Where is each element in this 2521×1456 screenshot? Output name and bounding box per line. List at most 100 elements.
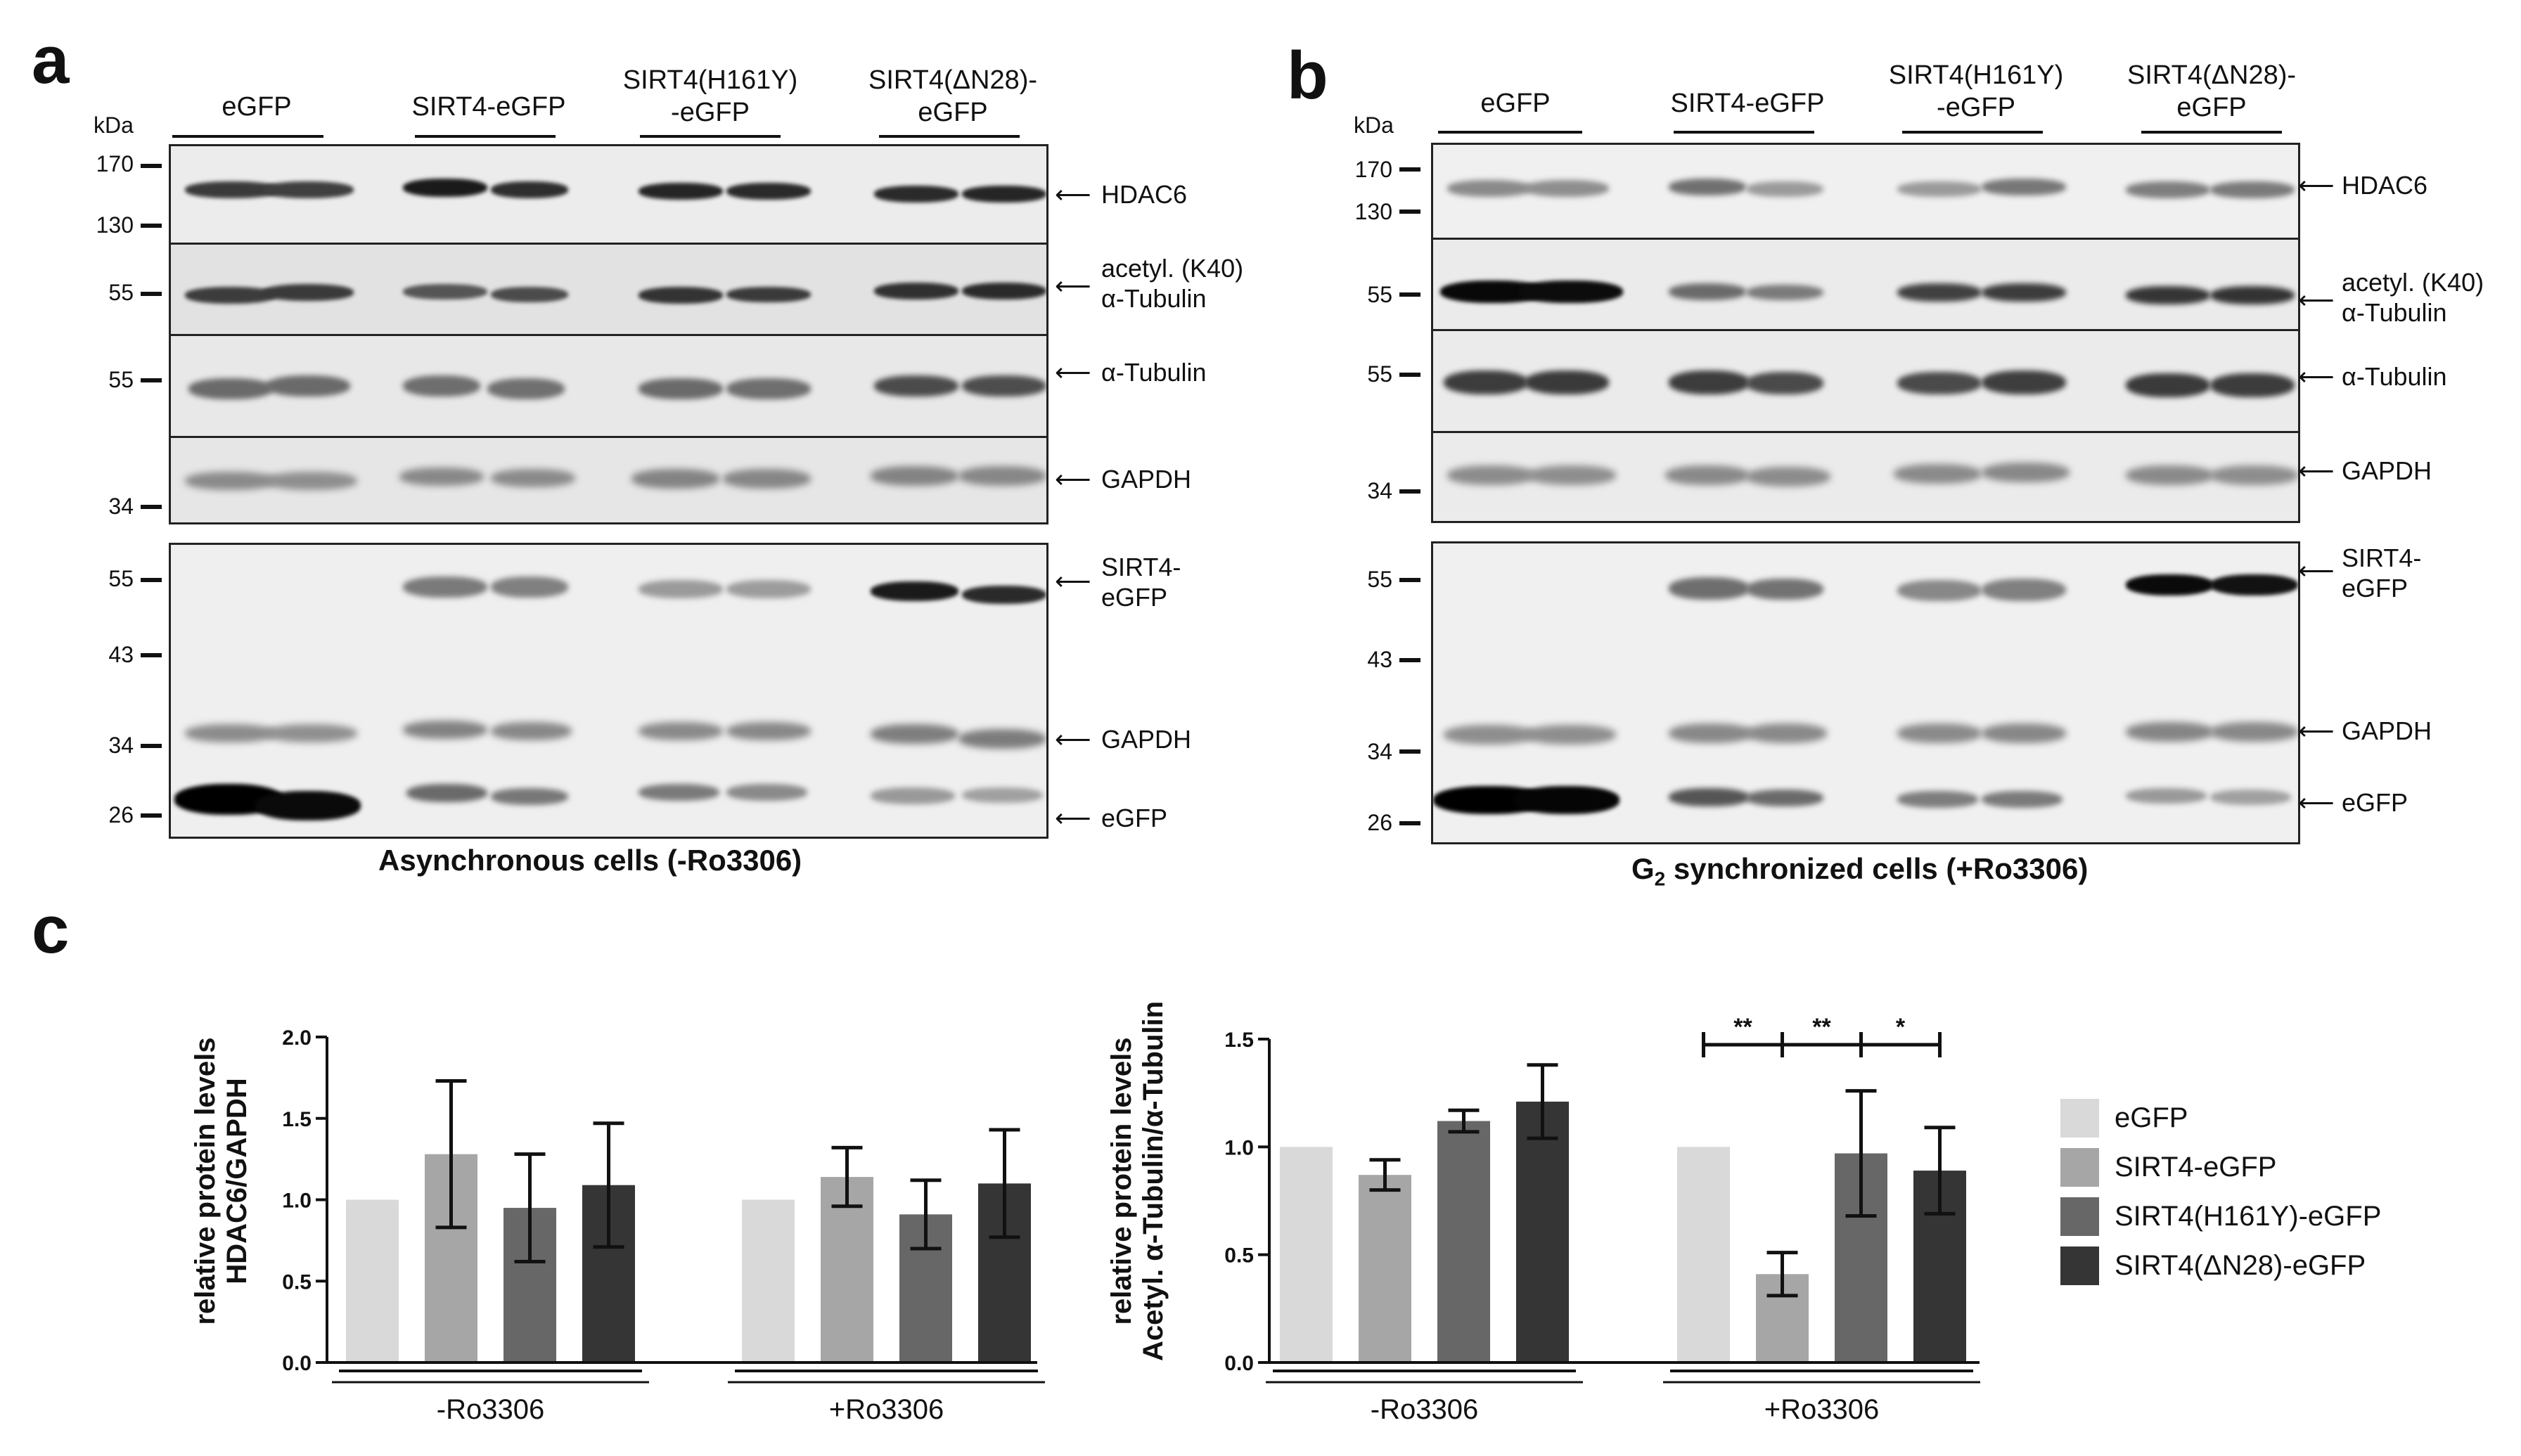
marker-tick [1399, 821, 1420, 825]
panel-a-target-arrow: ⟵ [1055, 725, 1091, 754]
caption-suffix: synchronized cells (+Ro3306) [1665, 852, 2089, 885]
panel-b-lane-h161y: SIRT4(H161Y) -eGFP [1888, 60, 2064, 122]
caption-subscript: 2 [1654, 868, 1666, 890]
panel-b-caption: G2 synchronized cells (+Ro3306) [1631, 852, 2088, 890]
panel-b-marker-170: 170 [1354, 157, 1392, 182]
group-label: -Ro3306 [437, 1394, 544, 1425]
panel-b-lane-line [1674, 131, 1814, 134]
marker-tick [1399, 373, 1420, 377]
panel-a-lane-line [415, 135, 556, 138]
bar [346, 1199, 399, 1362]
panel-a-lane-sirt4: SIRT4-eGFP [411, 92, 566, 122]
panel-a-target-arrow: ⟵ [1055, 804, 1091, 832]
bar [1516, 1101, 1569, 1362]
group-label: +Ro3306 [829, 1394, 944, 1425]
legend-item: SIRT4(H161Y)-eGFP [2060, 1192, 2381, 1241]
chart-hdac6-ylabel-line2: HDAC6/GAPDH [222, 1078, 252, 1284]
panel-b-target-sirt4-egfp: SIRT4- eGFP [2342, 543, 2422, 603]
y-tick-label: 2.0 [282, 1026, 312, 1050]
marker-tick [1399, 167, 1420, 172]
bar [1677, 1147, 1730, 1362]
chart-hdac6: relative protein levels HDAC6/GAPDH 0.0 0… [190, 1026, 1045, 1425]
panel-a-target-acetyl-tubulin: acetyl. (K40) α-Tubulin [1101, 254, 1244, 314]
panel-a-target-arrow: ⟵ [1055, 567, 1091, 595]
legend-swatch [2060, 1147, 2099, 1187]
panel-b-marker-26: 26 [1367, 810, 1392, 835]
panel-b-target-tubulin: α-Tubulin [2342, 362, 2447, 391]
panel-a-target-gapdh: GAPDH [1101, 465, 1192, 494]
chart-acetyl-tubulin-ylabel-line1: relative protein levels [1106, 1037, 1137, 1325]
chart-legend: eGFP SIRT4-eGFP SIRT4(H161Y)-eGFP SIRT4(… [2060, 1093, 2381, 1290]
panel-b-target-arrow: ⟵ [2298, 556, 2335, 585]
chart-acetyl-tubulin-ylabel-line2: Acetyl. α-Tubulin/α-Tubulin [1138, 1001, 1169, 1361]
panel-a-target-hdac6: HDAC6 [1101, 180, 1188, 209]
panel-b-target-arrow: ⟵ [2298, 171, 2335, 200]
panel-a-marker-55b: 55 [108, 367, 134, 392]
caption-prefix: G [1631, 852, 1655, 885]
marker-tick [1399, 292, 1420, 297]
bar [1359, 1175, 1411, 1362]
marker-tick [141, 224, 162, 228]
panel-b-marker-55c: 55 [1367, 567, 1392, 592]
panel-a-target-egfp: eGFP [1101, 804, 1168, 832]
panel-b-lane-sirt4: SIRT4-eGFP [1670, 89, 1825, 118]
legend-item: SIRT4-eGFP [2060, 1142, 2381, 1192]
legend-item: SIRT4(ΔN28)-eGFP [2060, 1241, 2381, 1290]
panel-a-blot-sirt4-egfp [169, 543, 1048, 839]
panel-b-marker-130: 130 [1354, 199, 1392, 224]
panel-b-lane-line [1438, 131, 1582, 134]
panel-b-target-arrow: ⟵ [2298, 788, 2335, 817]
panel-b-target-arrow: ⟵ [2298, 362, 2335, 391]
panel-a-kda-label: kDa [94, 112, 134, 138]
panel-b-target-hdac6: HDAC6 [2342, 171, 2428, 200]
y-tick-label: 1.0 [282, 1190, 312, 1213]
y-tick-label: 1.5 [282, 1108, 312, 1131]
panel-b-target-arrow: ⟵ [2298, 716, 2335, 745]
panel-a-marker-55: 55 [108, 280, 134, 305]
panel-a-blot-hdac6 [169, 144, 1048, 247]
panel-a-target-arrow: ⟵ [1055, 465, 1091, 494]
panel-b-marker-55b: 55 [1367, 361, 1392, 387]
panel-a-target-arrow: ⟵ [1055, 358, 1091, 387]
panel-a-lane-line [172, 135, 323, 138]
marker-tick [1399, 578, 1420, 582]
panel-a-marker-43: 43 [108, 642, 134, 667]
marker-tick [1399, 489, 1420, 494]
panel-a-blot-tubulin [169, 334, 1048, 440]
significance-label: * [1896, 1014, 1906, 1041]
legend-label: SIRT4-eGFP [2115, 1151, 2277, 1183]
panel-a-lane-line [640, 135, 781, 138]
panel-b-target-arrow: ⟵ [2298, 285, 2335, 314]
panel-a-marker-26: 26 [108, 802, 134, 827]
marker-tick [141, 653, 162, 657]
panel-a-lane-egfp: eGFP [222, 92, 292, 122]
panel-b-kda-label: kDa [1354, 112, 1394, 138]
panel-a-blot-gapdh [169, 436, 1048, 524]
bar [742, 1199, 795, 1362]
y-tick-label: 1.0 [1224, 1136, 1254, 1159]
marker-tick [141, 164, 162, 168]
group-label: +Ro3306 [1764, 1394, 1879, 1425]
panel-a-target-sirt4-egfp: SIRT4- eGFP [1101, 553, 1181, 612]
panel-b-target-gapdh-2: GAPDH [2342, 716, 2432, 745]
panel-b-blot-hdac6 [1431, 143, 2300, 242]
marker-tick [1399, 210, 1420, 214]
panel-a-marker-130: 130 [96, 212, 134, 238]
panel-a-blot-acetyl-tubulin [169, 243, 1048, 338]
legend-swatch [2060, 1246, 2099, 1285]
panel-b-target-arrow: ⟵ [2298, 456, 2335, 485]
panel-b-target-gapdh: GAPDH [2342, 456, 2432, 485]
panel-a-letter: a [32, 22, 70, 98]
panel-c-letter: c [32, 892, 70, 967]
y-tick-label: 0.0 [282, 1352, 312, 1375]
panel-b-lane-line [2141, 131, 2282, 134]
y-tick-label: 0.5 [1224, 1244, 1254, 1268]
panel-b-marker-43: 43 [1367, 647, 1392, 672]
panel-b-target-egfp: eGFP [2342, 788, 2408, 817]
legend-label: eGFP [2115, 1102, 2188, 1133]
marker-tick [1399, 658, 1420, 662]
panel-a-marker-55c: 55 [108, 566, 134, 591]
bar [1437, 1121, 1490, 1362]
panel-b-letter: b [1287, 38, 1328, 113]
y-tick-label: 0.5 [282, 1270, 312, 1294]
